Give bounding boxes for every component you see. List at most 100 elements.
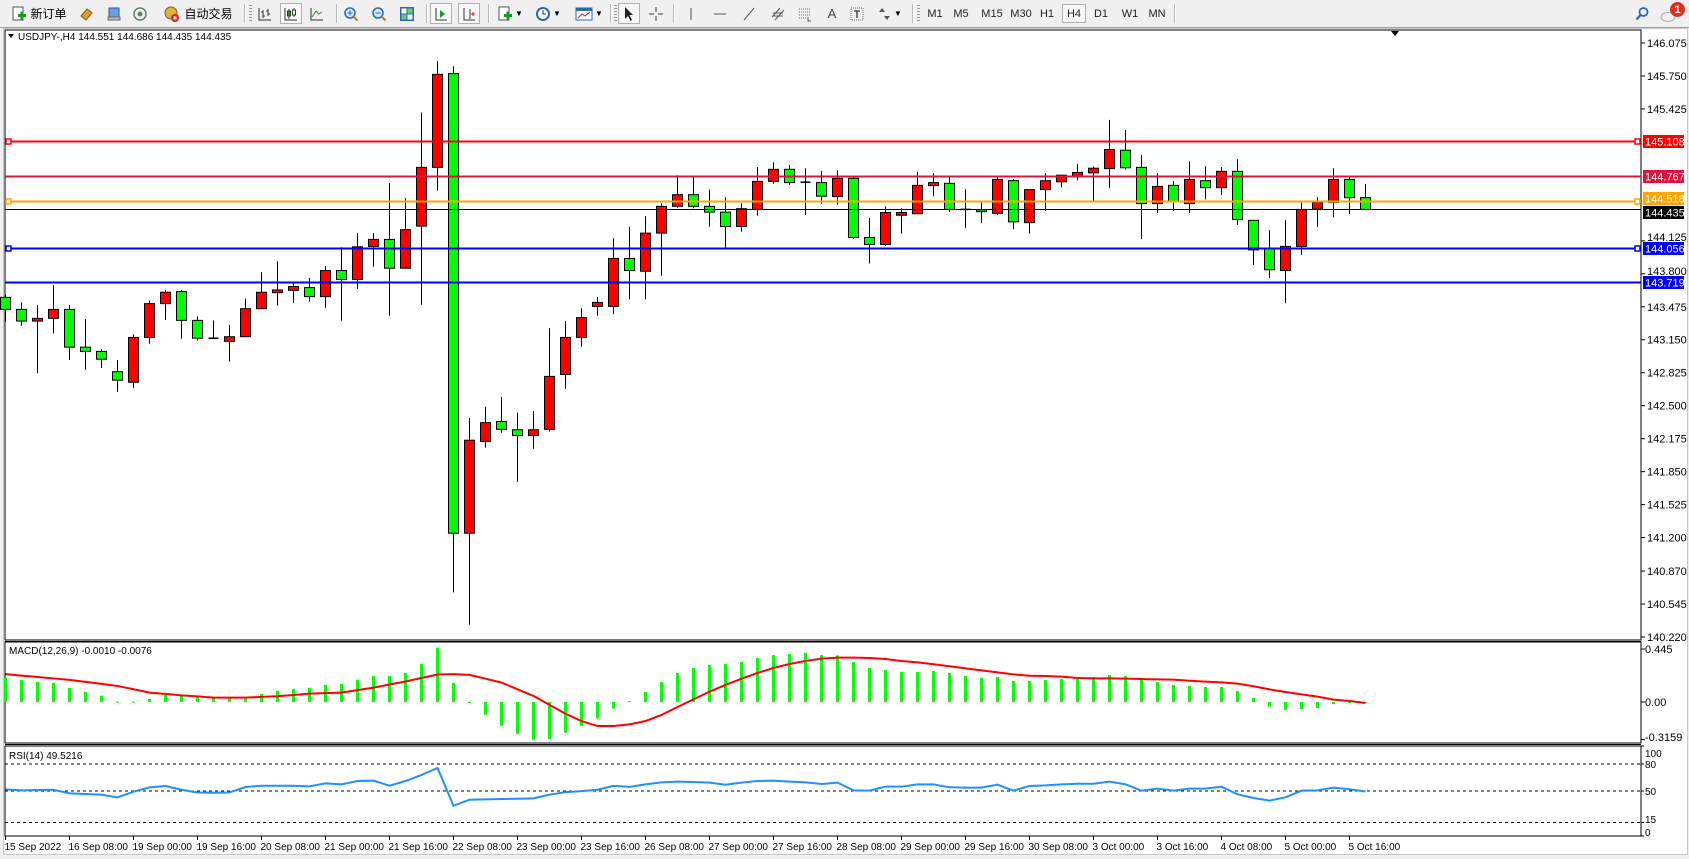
candle-bullish [1328, 178, 1339, 203]
timeframe-w1-button[interactable]: W1 [1121, 7, 1139, 20]
macd-histogram-bar [36, 681, 39, 702]
auto-scroll-button[interactable] [430, 3, 452, 24]
toolbar-grip[interactable] [249, 5, 252, 22]
timeframe-d1-button[interactable]: D1 [1093, 7, 1109, 20]
candle-bullish [1312, 201, 1323, 210]
candle-bullish [320, 270, 331, 298]
timeframe-m1-button[interactable]: M1 [927, 7, 943, 20]
line-chart-button[interactable] [306, 3, 328, 24]
macd-histogram-bar [1236, 691, 1239, 702]
timeframe-h1-button[interactable]: H1 [1039, 7, 1055, 20]
macd-histogram-bar [868, 667, 871, 702]
text-label-button[interactable] [846, 3, 868, 24]
price-tick-label: 141.850 [1647, 467, 1687, 479]
price-tick-label: 141.200 [1647, 533, 1687, 545]
toolbar-separator [336, 4, 338, 23]
trendline-button[interactable] [738, 3, 760, 24]
macd-histogram-bar [1156, 682, 1159, 702]
cursor-button[interactable] [618, 3, 640, 24]
text-button[interactable]: A [821, 3, 843, 24]
toolbar-separator [426, 4, 428, 23]
line-anchor-handle[interactable] [5, 245, 12, 252]
chart-shift-icon [461, 6, 477, 22]
price-line-label: 144.767 [1645, 172, 1685, 184]
navigator-button[interactable] [104, 3, 124, 24]
macd-histogram-bar [676, 672, 679, 702]
indicators-button[interactable]: ▼ [494, 3, 526, 24]
auto-trading-button[interactable]: 自动交易 [158, 3, 238, 24]
collapse-triangle-icon[interactable] [8, 34, 14, 38]
time-label: 29 Sep 16:00 [965, 842, 1025, 853]
macd-tick-label: 0.445 [1645, 644, 1673, 656]
macd-histogram-bar [1092, 677, 1095, 702]
new-order-button[interactable]: 新订单 [8, 3, 70, 24]
macd-histogram-bar [1012, 681, 1015, 702]
bar-chart-button[interactable] [254, 3, 276, 24]
candle-bullish [1216, 170, 1227, 189]
candle-bearish [848, 177, 859, 238]
zoom-in-button[interactable] [340, 3, 362, 24]
line-anchor-handle[interactable] [1634, 245, 1641, 252]
line-anchor-handle[interactable] [1634, 138, 1641, 145]
fibonacci-button[interactable] [794, 3, 816, 24]
macd-histogram-bar [1220, 687, 1223, 702]
tile-windows-button[interactable] [396, 3, 418, 24]
time-label: 29 Sep 00:00 [901, 842, 961, 853]
candlestick-button[interactable] [280, 3, 302, 24]
chart-shift-button[interactable] [458, 3, 480, 24]
zoom-out-button[interactable] [368, 3, 390, 24]
line-anchor-handle[interactable] [1634, 198, 1641, 205]
price-line-label-box [1643, 135, 1684, 148]
market-watch-icon [78, 6, 94, 22]
candle-bullish [1280, 245, 1291, 272]
candle-bullish [368, 238, 379, 247]
vertical-line-button[interactable] [680, 3, 702, 24]
arrows-button[interactable]: ▼ [873, 3, 905, 24]
toolbar-separator [912, 4, 914, 23]
periods-button[interactable]: ▼ [532, 3, 564, 24]
chart-shift-marker-icon[interactable] [1391, 31, 1399, 36]
candle-bullish [576, 317, 587, 338]
macd-histogram-bar [180, 695, 183, 702]
candle-bearish [176, 291, 187, 321]
line-anchor-handle[interactable] [5, 138, 12, 145]
candle-bullish [656, 205, 667, 234]
macd-histogram-bar [4, 677, 7, 702]
timeframe-m15-button[interactable]: M15 [981, 7, 1003, 20]
time-label: 19 Sep 16:00 [197, 842, 257, 853]
macd-histogram-bar [996, 677, 999, 702]
signals-icon [132, 6, 148, 22]
templates-button[interactable]: ▼ [572, 3, 606, 24]
navigator-icon [106, 6, 122, 22]
timeframe-h4-button[interactable]: H4 [1062, 4, 1086, 23]
line-anchor-handle[interactable] [5, 198, 12, 205]
chart-symbol-header: USDJPY-,H4 144.551 144.686 144.435 144.4… [18, 32, 232, 43]
crosshair-button[interactable] [645, 3, 667, 24]
candle-bullish [272, 289, 283, 294]
equidistant-channel-button[interactable] [767, 3, 789, 24]
candle-bullish [1056, 174, 1067, 183]
auto-trading-icon [163, 5, 181, 23]
toolbar-grip[interactable] [917, 5, 920, 22]
timeframe-mn-button[interactable]: MN [1148, 7, 1166, 20]
macd-histogram-bar [244, 698, 247, 702]
signals-button[interactable] [130, 3, 150, 24]
timeframe-m30-button[interactable]: M30 [1010, 7, 1032, 20]
macd-histogram-bar [484, 702, 487, 715]
timeframe-m5-button[interactable]: M5 [953, 7, 969, 20]
horizontal-line-button[interactable] [709, 3, 731, 24]
time-label: 28 Sep 08:00 [837, 842, 897, 853]
auto-trading-label: 自动交易 [184, 7, 233, 21]
candlestick-icon [283, 6, 299, 22]
horizontal-line-icon [712, 6, 728, 22]
candle-bullish [592, 301, 603, 307]
crosshair-icon [648, 6, 664, 22]
toolbar-grip[interactable] [614, 5, 617, 22]
candle-bearish [1248, 219, 1259, 251]
market-watch-button[interactable] [76, 3, 96, 24]
search-button[interactable] [1632, 3, 1652, 24]
macd-histogram-bar [1060, 679, 1063, 702]
macd-histogram-bar [980, 677, 983, 702]
macd-histogram-bar [452, 682, 455, 702]
